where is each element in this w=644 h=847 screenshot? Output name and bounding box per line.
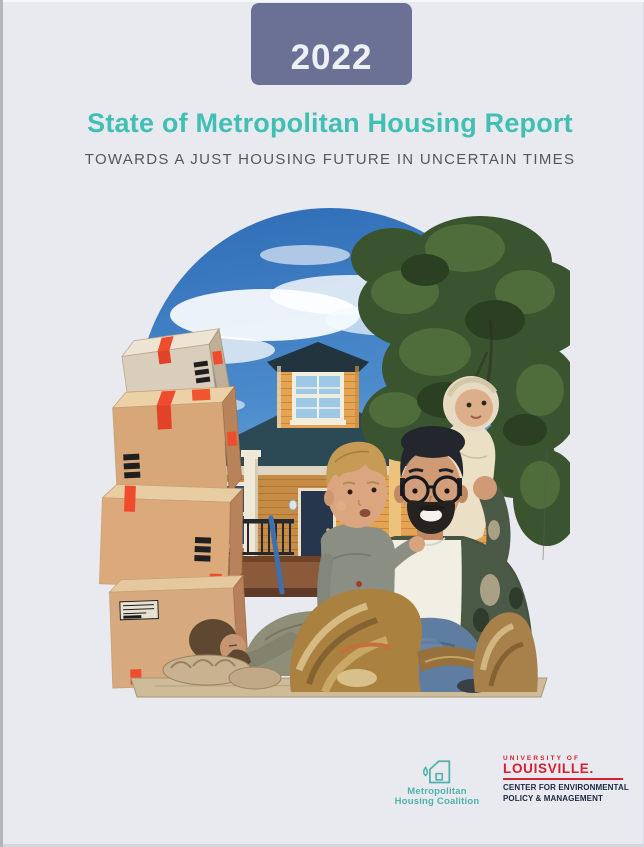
uofl-university-of-text: UNIVERSITY OF [503, 755, 581, 762]
uofl-dept-line1: CENTER FOR ENVIRONMENTAL [503, 783, 629, 793]
year-badge: 2022 [251, 3, 412, 85]
mhc-logo-line2: Housing Coalition [394, 796, 480, 808]
page-subtitle: TOWARDS A JUST HOUSING FUTURE IN UNCERTA… [84, 151, 576, 168]
large-tree [351, 216, 570, 561]
mhc-logo: Metropolitan Housing Coalition [391, 756, 483, 808]
blanket-pile [289, 588, 538, 694]
dormer-window [267, 342, 369, 428]
uofl-logo: UNIVERSITY OF LOUISVILLE. CENTER FOR ENV… [503, 755, 633, 805]
mhc-logo-line1: Metropolitan [407, 786, 467, 797]
box-3 [99, 483, 244, 590]
box-2 [111, 385, 242, 501]
house-outline-icon [391, 756, 483, 786]
uofl-wordmark: LOUISVILLE. [503, 761, 594, 776]
cover-collage-illustration [95, 200, 570, 700]
year-badge-label: 2022 [290, 38, 373, 77]
uofl-red-rule [503, 778, 623, 781]
page-title: State of Metropolitan Housing Report [87, 108, 573, 138]
stack-of-moving-boxes [99, 327, 249, 689]
uofl-dept-line2: POLICY & MANAGEMENT [503, 793, 603, 803]
footer: Metropolitan Housing Coalition UNIVERSIT… [0, 750, 644, 820]
